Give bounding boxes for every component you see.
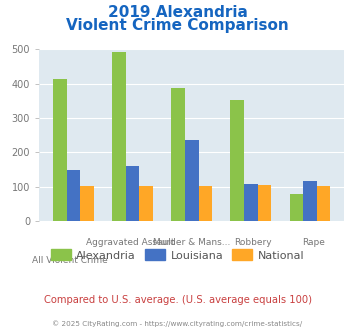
Text: Rape: Rape [302,238,325,247]
Bar [258,185,271,221]
Bar [139,186,153,221]
Text: Violent Crime Comparison: Violent Crime Comparison [66,18,289,33]
Text: Compared to U.S. average. (U.S. average equals 100): Compared to U.S. average. (U.S. average … [44,295,311,305]
Text: Robbery: Robbery [234,238,272,247]
Bar [112,52,126,221]
Text: Murder & Mans...: Murder & Mans... [153,238,230,247]
Bar [66,170,80,221]
Bar [244,184,258,221]
Bar [198,186,212,221]
Legend: Alexandria, Louisiana, National: Alexandria, Louisiana, National [46,245,309,265]
Bar [80,186,94,221]
Bar [290,194,303,221]
Bar [53,79,66,221]
Bar [185,140,198,221]
Bar [126,166,139,221]
Bar [303,181,317,221]
Text: All Violent Crime: All Violent Crime [32,256,108,265]
Text: Aggravated Assault: Aggravated Assault [86,238,175,247]
Text: © 2025 CityRating.com - https://www.cityrating.com/crime-statistics/: © 2025 CityRating.com - https://www.city… [53,321,302,327]
Bar [171,88,185,221]
Bar [230,100,244,221]
Text: 2019 Alexandria: 2019 Alexandria [108,5,247,20]
Bar [317,186,331,221]
